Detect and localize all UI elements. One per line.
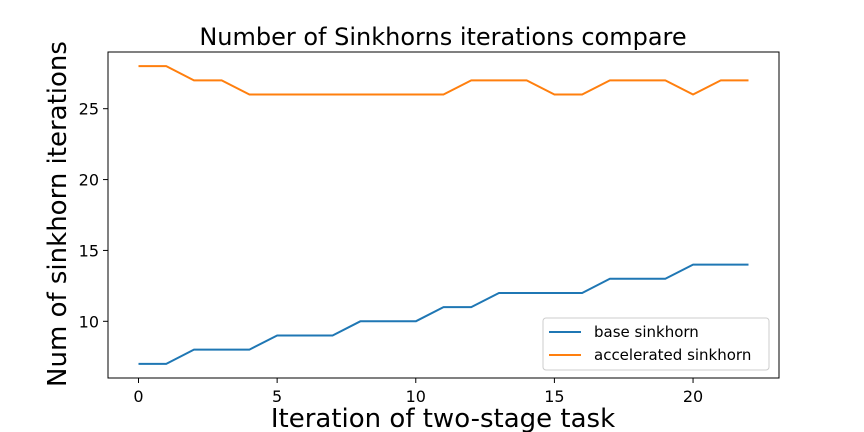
y-tick-label: 20	[79, 171, 99, 190]
series-layer	[138, 65, 749, 365]
y-tick-label: 10	[79, 312, 99, 331]
legend-box	[542, 317, 770, 371]
series-line-0	[138, 263, 749, 365]
legend-label-0: base sinkhorn	[594, 323, 699, 341]
x-tick-label: 0	[133, 387, 143, 406]
x-tick-label: 10	[406, 387, 426, 406]
x-tick-label: 5	[272, 387, 282, 406]
x-tick-label: 15	[544, 387, 564, 406]
y-tick-label: 25	[79, 100, 99, 119]
plot-frame	[107, 51, 780, 379]
y-axis-label: Num of sinkhorn iterations	[43, 41, 73, 387]
legend: base sinkhorn accelerated sinkhorn	[542, 317, 770, 371]
y-tick-label: 15	[79, 241, 99, 260]
ticks-layer: 0 5 10 15 20 10 15 20 25	[79, 100, 704, 406]
series-line-1	[138, 65, 749, 96]
chart-title: Number of Sinkhorns iterations compare	[199, 23, 686, 51]
x-tick-label: 20	[683, 387, 703, 406]
x-axis-label: Iteration of two-stage task	[271, 404, 615, 432]
legend-label-1: accelerated sinkhorn	[594, 346, 751, 364]
